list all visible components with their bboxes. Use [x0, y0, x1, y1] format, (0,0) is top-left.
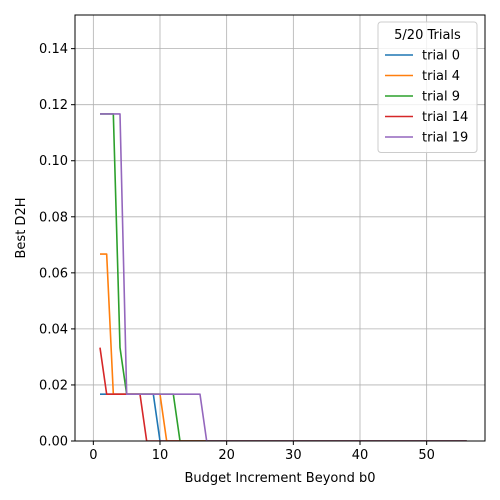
legend: 5/20 Trials trial 0 trial 4 trial 9 trial 1… [377, 21, 478, 153]
legend-entry-label: trial 14 [422, 110, 468, 125]
x-tick-label: 30 [285, 448, 302, 463]
y-tick-label: 0.06 [39, 266, 68, 281]
x-tick-label: 50 [418, 448, 435, 463]
series-line-trial-9 [100, 113, 467, 441]
legend-entry-label: trial 0 [422, 49, 460, 64]
series-line-trial-19 [100, 113, 467, 441]
y-tick-label: 0.00 [39, 435, 68, 450]
axis-ticks: 0 10 20 30 40 50 0.00 0.02 0.04 0.06 0.08 0.10 0.12 0… [39, 42, 435, 463]
y-tick-label: 0.12 [39, 98, 68, 113]
y-tick-label: 0.02 [39, 378, 68, 393]
legend-entry-label: trial 9 [422, 90, 460, 105]
x-tick-label: 40 [352, 448, 369, 463]
x-tick-label: 20 [218, 448, 235, 463]
plot-frame [74, 14, 486, 442]
legend-entry-label: trial 19 [422, 131, 468, 146]
x-axis-label: Budget Increment Beyond b0 [184, 471, 375, 486]
x-tick-label: 10 [152, 448, 169, 463]
x-tick-label: 0 [89, 448, 97, 463]
y-tick-label: 0.10 [39, 154, 68, 169]
y-axis-label: Best D2H [14, 198, 29, 259]
legend-title: 5/20 Trials [394, 28, 461, 43]
legend-entry-label: trial 4 [422, 69, 460, 84]
y-tick-label: 0.14 [39, 42, 68, 57]
series-lines [99, 113, 467, 441]
series-line-trial-4 [100, 253, 467, 441]
series-line-trial-0 [100, 393, 467, 441]
legend-entries: trial 0 trial 4 trial 9 trial 14 trial 19 [385, 49, 468, 146]
y-tick-label: 0.08 [39, 210, 68, 225]
y-tick-label: 0.04 [39, 322, 68, 337]
